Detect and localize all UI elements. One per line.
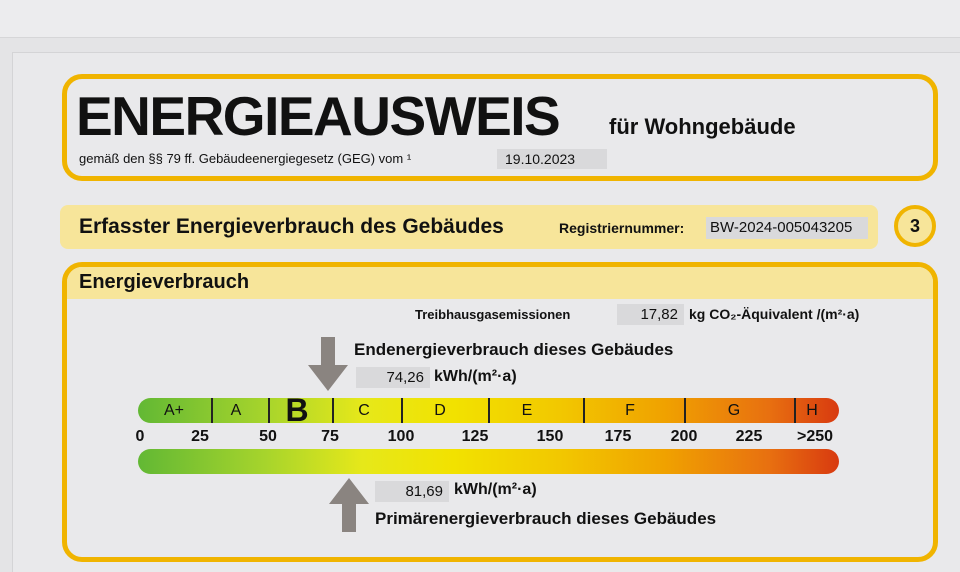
class-label-D: D <box>434 402 446 419</box>
ghg-label: Treibhausgasemissionen <box>415 307 571 322</box>
primary-energy-label: Primärenergieverbrauch dieses Gebäudes <box>375 509 717 528</box>
scale-tick: 125 <box>461 428 489 445</box>
ghg-unit: kg CO₂-Äquivalent /(m²·a) <box>689 306 860 322</box>
page-number-badge: 3 <box>894 205 936 247</box>
class-divider <box>211 398 213 423</box>
document-subtitle: für Wohngebäude <box>609 114 796 139</box>
scale-tick: 175 <box>604 428 632 445</box>
energy-header-band <box>67 267 933 299</box>
class-divider <box>401 398 403 423</box>
arrow-down-icon <box>308 337 348 391</box>
scale-tick: 100 <box>387 428 415 445</box>
class-divider <box>684 398 686 423</box>
primary-energy-value: 81,69 <box>375 481 449 502</box>
class-label-H: H <box>806 402 818 419</box>
class-divider <box>332 398 334 423</box>
scale-tick: 200 <box>670 428 698 445</box>
class-label-G: G <box>727 402 741 419</box>
document-title: ENERGIEAUSWEIS <box>76 85 561 147</box>
class-label-E: E <box>521 402 533 419</box>
final-energy-label: Endenergieverbrauch dieses Gebäudes <box>354 340 674 359</box>
scale-tick: 150 <box>536 428 564 445</box>
class-label-A: A <box>230 402 242 419</box>
class-divider <box>268 398 270 423</box>
scale-tick: >250 <box>796 428 834 445</box>
class-divider <box>583 398 585 423</box>
top-bar <box>0 0 960 38</box>
arrow-up-icon <box>329 478 369 532</box>
ghg-value: 17,82 <box>617 304 684 325</box>
scale-tick: 225 <box>735 428 763 445</box>
class-label-F: F <box>625 402 635 419</box>
primary-energy-unit: kWh/(m²·a) <box>454 481 537 498</box>
final-energy-value: 74,26 <box>356 367 430 388</box>
scale-tick: 25 <box>191 428 209 445</box>
legal-text: gemäß den §§ 79 ff. Gebäudeenergiegesetz… <box>79 151 412 166</box>
registration-label: Registriernummer: <box>559 220 685 236</box>
scale-tick: 0 <box>135 428 145 445</box>
issue-date: 19.10.2023 <box>497 149 607 169</box>
energy-title: Energieverbrauch <box>79 271 250 293</box>
class-divider <box>794 398 796 423</box>
final-energy-unit: kWh/(m²·a) <box>434 368 517 385</box>
class-divider <box>488 398 490 423</box>
scale-tick: 75 <box>321 428 339 445</box>
class-label-C: C <box>358 402 370 419</box>
gradient-scale <box>138 449 839 474</box>
section-title: Erfasster Energieverbrauch des Gebäudes <box>79 215 504 238</box>
scale-tick: 50 <box>259 428 277 445</box>
registration-number: BW-2024-005043205 <box>706 217 868 239</box>
class-label-A+: A+ <box>163 402 185 419</box>
class-label-B: B <box>285 392 309 428</box>
